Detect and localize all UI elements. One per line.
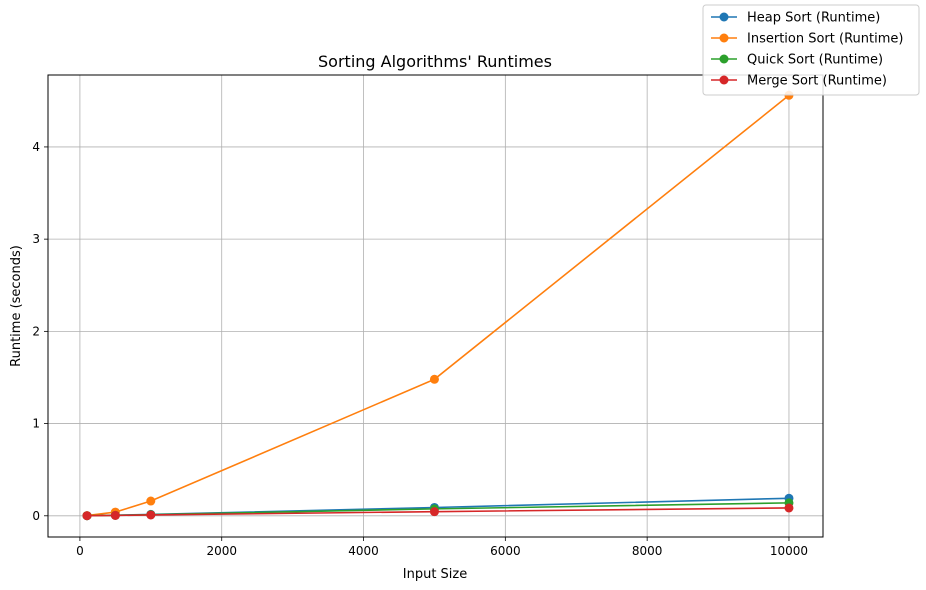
data-point xyxy=(146,496,156,506)
grid xyxy=(48,75,823,537)
legend-item: Quick Sort (Runtime) xyxy=(711,53,883,68)
x-tick-label: 10000 xyxy=(770,544,808,558)
plot-area xyxy=(47,74,824,538)
x-axis: 0 2000 4000 6000 8000 10000 xyxy=(76,537,808,558)
data-point xyxy=(82,511,92,521)
data-point xyxy=(784,503,794,513)
data-point xyxy=(429,374,439,384)
x-tick-label: 8000 xyxy=(632,544,663,558)
series-line xyxy=(86,94,790,517)
legend-marker xyxy=(719,33,729,43)
legend-marker xyxy=(719,54,729,64)
legend-label: Insertion Sort (Runtime) xyxy=(747,32,903,47)
x-axis-label: Input Size xyxy=(403,567,467,582)
legend-item: Insertion Sort (Runtime) xyxy=(711,32,903,47)
y-tick-label: 1 xyxy=(32,417,40,431)
x-tick-label: 6000 xyxy=(490,544,521,558)
data-point xyxy=(110,510,120,520)
legend-label: Merge Sort (Runtime) xyxy=(747,74,887,89)
y-axis: 0 1 2 3 4 xyxy=(32,140,48,523)
data-point xyxy=(146,510,156,520)
legend-label: Quick Sort (Runtime) xyxy=(747,53,883,68)
y-tick-label: 2 xyxy=(32,324,40,338)
series-group xyxy=(82,90,794,521)
y-axis-label: Runtime (seconds) xyxy=(9,245,24,367)
y-tick-label: 4 xyxy=(32,140,40,154)
series-merge-sort xyxy=(82,503,794,521)
x-tick-label: 0 xyxy=(76,544,84,558)
y-tick-label: 0 xyxy=(32,509,40,523)
legend-marker xyxy=(719,75,729,85)
legend-label: Heap Sort (Runtime) xyxy=(747,11,880,26)
x-tick-label: 4000 xyxy=(348,544,379,558)
data-point xyxy=(429,507,439,517)
legend: Heap Sort (Runtime) Insertion Sort (Runti… xyxy=(702,4,920,96)
chart-title: Sorting Algorithms' Runtimes xyxy=(318,52,552,71)
legend-box xyxy=(702,4,920,96)
legend-item: Heap Sort (Runtime) xyxy=(711,11,880,26)
y-tick-label: 3 xyxy=(32,232,40,246)
x-tick-label: 2000 xyxy=(206,544,237,558)
legend-marker xyxy=(719,12,729,22)
series-insertion-sort xyxy=(82,90,794,521)
legend-item: Merge Sort (Runtime) xyxy=(711,74,887,89)
